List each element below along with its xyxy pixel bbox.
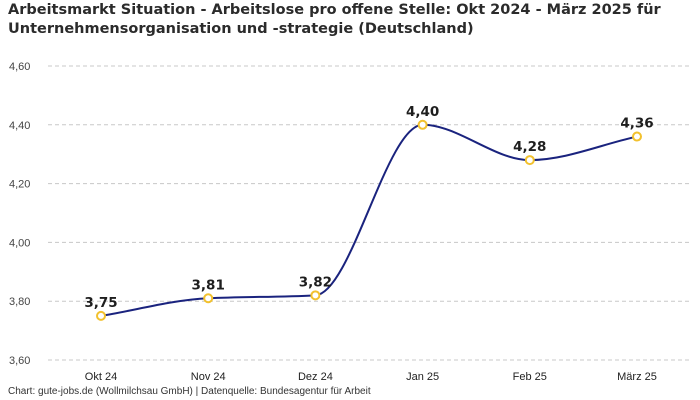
data-labels: 3,75 3,81 3,82 4,40 4,28 4,36: [84, 104, 653, 311]
y-tick-label: 4,20: [9, 179, 30, 191]
x-tick-label: Feb 25: [513, 371, 547, 383]
series-line: [100, 123, 638, 317]
chart-title: Arbeitsmarkt Situation - Arbeitslose pro…: [8, 2, 661, 37]
y-axis: 3,60 3,80 4,00 4,20 4,40 4,60: [9, 61, 30, 367]
x-axis: Okt 24 Nov 24 Dez 24 Jan 25 Feb 25 März 25: [85, 371, 657, 383]
y-tick-label: 3,80: [9, 296, 30, 308]
grid-lines: [48, 65, 692, 361]
data-label: 3,82: [299, 274, 332, 290]
data-point: [310, 290, 321, 301]
data-label: 4,40: [406, 104, 439, 120]
x-tick-label: Nov 24: [191, 371, 226, 383]
data-point: [524, 155, 535, 166]
data-point: [417, 119, 428, 130]
data-point: [96, 310, 106, 321]
x-tick-label: Jan 25: [406, 371, 439, 383]
x-tick-label: Okt 24: [85, 371, 117, 383]
y-tick-label: 4,40: [9, 120, 30, 132]
data-label: 3,81: [192, 277, 225, 293]
x-tick-label: Dez 24: [298, 371, 333, 383]
series-line-group: [100, 123, 638, 317]
data-label: 3,75: [84, 295, 117, 311]
data-point: [203, 293, 214, 304]
data-label: 4,36: [620, 116, 653, 132]
y-tick-label: 4,00: [9, 237, 30, 249]
x-tick-label: März 25: [617, 371, 657, 383]
data-point: [632, 131, 642, 142]
y-tick-label: 4,60: [9, 61, 30, 73]
y-tick-label: 3,60: [9, 355, 30, 367]
data-points: [96, 119, 642, 321]
data-label: 4,28: [513, 139, 546, 155]
chart-source-footer: Chart: gute-jobs.de (Wollmilchsau GmbH) …: [8, 386, 371, 397]
